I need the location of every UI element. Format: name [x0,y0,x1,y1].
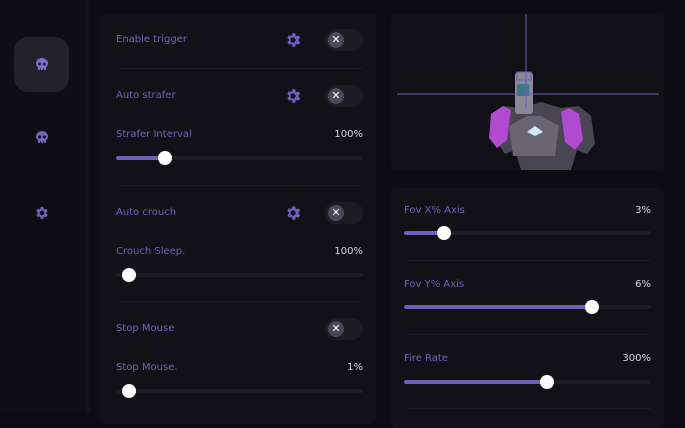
gear-icon[interactable] [284,87,302,105]
aim-settings-panel: Fov X% Axis 3% Fov Y% Axis 6% Fire Rate … [391,188,664,428]
fov-y-slider[interactable] [404,300,651,314]
auto-strafer-toggle[interactable]: ✕ [325,85,363,107]
fov-x-label: Fov X% Axis [404,205,465,216]
slider-fill [404,305,592,309]
stop-mouse-slider[interactable] [116,384,363,398]
auto-crouch-toggle[interactable]: ✕ [325,202,363,224]
crouch-sleep-slider[interactable] [116,268,363,282]
slider-thumb[interactable] [436,226,451,240]
skull-icon [35,57,48,70]
strafer-interval-label: Strafer Interval [116,129,192,140]
sidebar-item-trigger[interactable] [14,37,69,92]
strafer-interval-slider[interactable] [116,151,363,165]
enable-trigger-toggle[interactable]: ✕ [325,29,363,51]
slider-fill [404,231,444,235]
stop-mouse-amount-label: Stop Mouse. [116,362,178,373]
stop-mouse-amount-value: 1% [347,362,363,373]
crouch-sleep-label: Crouch Sleep. [116,246,186,257]
auto-strafer-label: Auto strafer [116,90,176,101]
gear-icon[interactable] [284,204,302,222]
skull-icon [35,130,48,143]
slider-thumb[interactable] [584,300,599,314]
close-icon: ✕ [328,88,344,104]
slider-thumb[interactable] [122,384,136,398]
preview-panel [391,14,664,170]
close-icon: ✕ [328,321,344,337]
divider [408,260,651,261]
fov-x-slider[interactable] [404,226,651,240]
sidebar [0,0,90,413]
slider-thumb[interactable] [540,375,555,389]
fov-y-label: Fov Y% Axis [404,279,465,290]
fire-rate-value: 300% [622,353,651,364]
divider [408,408,651,409]
gear-icon [35,206,48,219]
features-panel: Enable trigger ✕ Auto strafer ✕ Strafer … [100,14,376,424]
fov-x-value: 3% [635,205,651,216]
close-icon: ✕ [328,205,344,221]
sidebar-edge [86,0,90,413]
sidebar-item-settings[interactable] [14,185,69,240]
divider [120,68,363,69]
fire-rate-slider[interactable] [404,375,651,389]
stop-mouse-toggle[interactable]: ✕ [325,318,363,340]
divider [120,301,363,302]
slider-thumb[interactable] [122,268,136,282]
sidebar-item-aim[interactable] [14,110,69,165]
crouch-sleep-value: 100% [334,246,363,257]
enable-trigger-label: Enable trigger [116,34,188,45]
stop-mouse-label: Stop Mouse [116,323,175,334]
close-icon: ✕ [328,32,344,48]
slider-thumb[interactable] [158,151,173,165]
robot-preview-image [397,14,659,170]
divider [120,185,363,186]
slider-fill [116,156,166,160]
fov-y-value: 6% [635,279,651,290]
fire-rate-label: Fire Rate [404,353,448,364]
divider [408,334,651,335]
strafer-interval-value: 100% [334,129,363,140]
auto-crouch-label: Auto crouch [116,207,177,218]
slider-fill [404,380,548,384]
gear-icon[interactable] [284,31,302,49]
